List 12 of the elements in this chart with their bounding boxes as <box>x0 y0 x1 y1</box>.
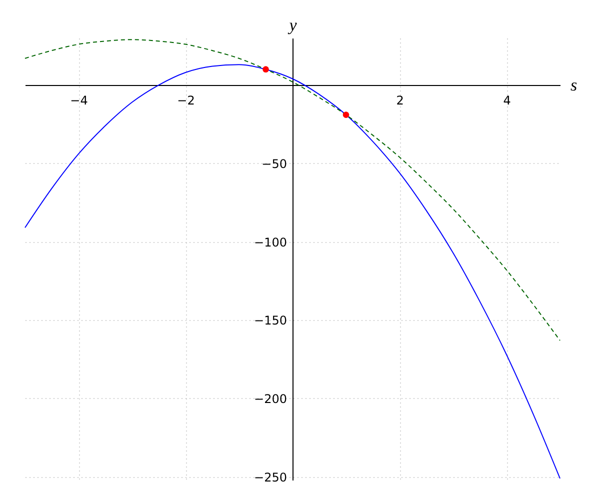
y-tick-label: −200 <box>254 392 287 406</box>
line-series <box>24 39 560 342</box>
y-tick-label: −50 <box>262 156 287 171</box>
y-tick-label: −150 <box>254 314 287 328</box>
x-tick-label: −2 <box>177 94 195 108</box>
y-axis-title: y <box>287 16 298 34</box>
y-tick-label: −100 <box>254 235 287 250</box>
y-tick-label: −250 <box>254 470 287 484</box>
x-tick-label: 2 <box>396 94 404 108</box>
x-tick-label: 4 <box>503 94 511 108</box>
x-axis-title: s <box>570 76 578 95</box>
x-tick-label: −4 <box>70 94 88 108</box>
